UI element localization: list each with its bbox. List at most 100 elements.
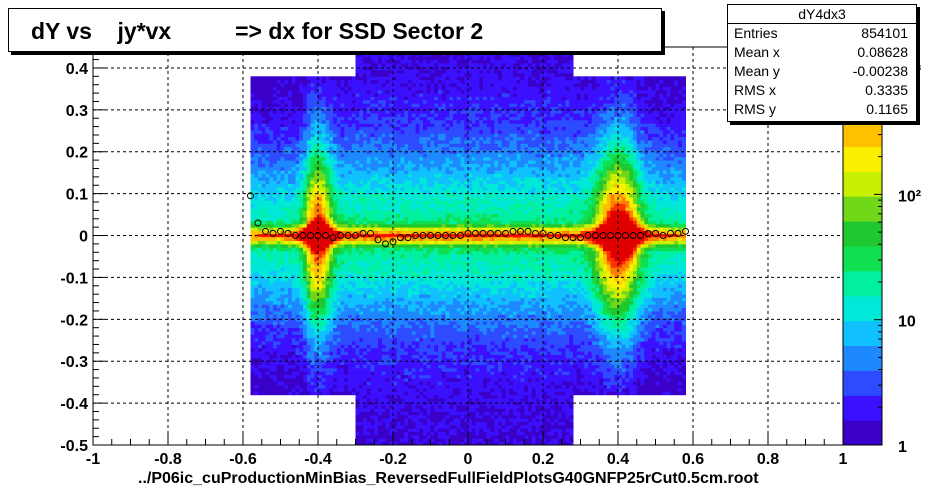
heatmap-cell: [258, 307, 263, 312]
heatmap-cell: [381, 247, 386, 252]
heatmap-cell: [344, 243, 349, 248]
heatmap-cell: [261, 96, 266, 101]
heatmap-cell: [254, 79, 259, 84]
heatmap-cell: [419, 217, 424, 221]
heatmap-cell: [370, 421, 375, 426]
heatmap-cell: [295, 381, 300, 386]
heatmap-cell: [276, 307, 281, 312]
heatmap-cell: [385, 160, 390, 164]
heatmap-cell: [396, 411, 401, 416]
heatmap-cell: [280, 150, 285, 154]
heatmap-cell: [366, 388, 371, 392]
heatmap-cell: [370, 341, 375, 345]
heatmap-cell: [336, 307, 341, 312]
heatmap-cell: [321, 247, 326, 252]
heatmap-cell: [273, 388, 278, 392]
heatmap-cell: [355, 83, 360, 87]
heatmap-cell: [389, 140, 394, 144]
heatmap-cell: [291, 378, 296, 382]
heatmap-cell: [340, 89, 345, 94]
heatmap-cell: [381, 424, 386, 429]
heatmap-cell: [359, 103, 364, 107]
heatmap-cell: [404, 207, 409, 211]
heatmap-cell: [258, 176, 263, 181]
heatmap-cell: [288, 243, 293, 248]
heatmap-cell: [419, 83, 424, 87]
heatmap-cell: [348, 200, 353, 205]
heatmap-cell: [374, 374, 379, 379]
heatmap-cell: [299, 274, 304, 278]
heatmap-cell: [314, 297, 319, 302]
heatmap-cell: [381, 220, 386, 225]
heatmap-cell: [336, 347, 341, 352]
heatmap-cell: [269, 317, 274, 322]
heatmap-cell: [419, 213, 424, 218]
heatmap-cell: [276, 119, 281, 124]
heatmap-cell: [303, 327, 308, 332]
heatmap-cell: [284, 146, 289, 151]
heatmap-cell: [269, 166, 274, 171]
heatmap-cell: [314, 347, 319, 352]
heatmap-cell: [340, 146, 345, 151]
heatmap-cell: [366, 136, 371, 141]
heatmap-cell: [370, 394, 375, 399]
heatmap-cell: [400, 73, 405, 77]
heatmap-cell: [329, 307, 334, 312]
heatmap-cell: [265, 143, 270, 148]
heatmap-cell: [310, 388, 315, 392]
heatmap-cell: [329, 357, 334, 362]
heatmap-cell: [423, 166, 428, 171]
heatmap-cell: [273, 136, 278, 141]
heatmap-cell: [273, 243, 278, 248]
heatmap-cell: [261, 213, 266, 218]
heatmap-cell: [291, 374, 296, 379]
heatmap-cell: [370, 351, 375, 355]
heatmap-cell: [306, 297, 311, 302]
heatmap-cell: [284, 193, 289, 198]
heatmap-cell: [340, 367, 345, 372]
heatmap-cell: [359, 257, 364, 262]
heatmap-cell: [273, 106, 278, 111]
heatmap-cell: [318, 274, 323, 278]
heatmap-cell: [261, 237, 266, 241]
heatmap-cell: [295, 243, 300, 248]
heatmap-cell: [340, 133, 345, 138]
heatmap-cell: [423, 364, 428, 369]
heatmap-cell: [318, 160, 323, 164]
heatmap-cell: [314, 130, 319, 134]
heatmap-cell: [340, 203, 345, 208]
heatmap-cell: [359, 250, 364, 255]
heatmap-cell: [314, 109, 319, 114]
heatmap-cell: [423, 357, 428, 362]
heatmap-cell: [400, 431, 405, 436]
heatmap-cell: [314, 381, 319, 386]
heatmap-cell: [355, 52, 360, 57]
heatmap-cell: [280, 317, 285, 322]
heatmap-cell: [411, 210, 416, 215]
heatmap-cell: [303, 378, 308, 382]
heatmap-cell: [381, 431, 386, 436]
heatmap-cell: [419, 230, 424, 235]
heatmap-cell: [366, 404, 371, 409]
heatmap-cell: [351, 193, 356, 198]
heatmap-cell: [411, 52, 416, 57]
heatmap-cell: [411, 230, 416, 235]
heatmap-cell: [351, 347, 356, 352]
heatmap-cell: [284, 76, 289, 81]
heatmap-cell: [370, 150, 375, 154]
heatmap-cell: [306, 190, 311, 195]
heatmap-cell: [254, 237, 259, 241]
heatmap-cell: [370, 331, 375, 335]
heatmap-cell: [423, 180, 428, 184]
heatmap-cell: [423, 331, 428, 335]
heatmap-cell: [314, 173, 319, 178]
heatmap-cell: [404, 381, 409, 386]
heatmap-cell: [404, 186, 409, 191]
heatmap-cell: [385, 357, 390, 362]
heatmap-cell: [254, 126, 259, 131]
heatmap-cell: [344, 123, 349, 127]
heatmap-cell: [280, 237, 285, 241]
heatmap-cell: [363, 260, 368, 265]
heatmap-cell: [370, 277, 375, 282]
heatmap-cell: [306, 116, 311, 121]
